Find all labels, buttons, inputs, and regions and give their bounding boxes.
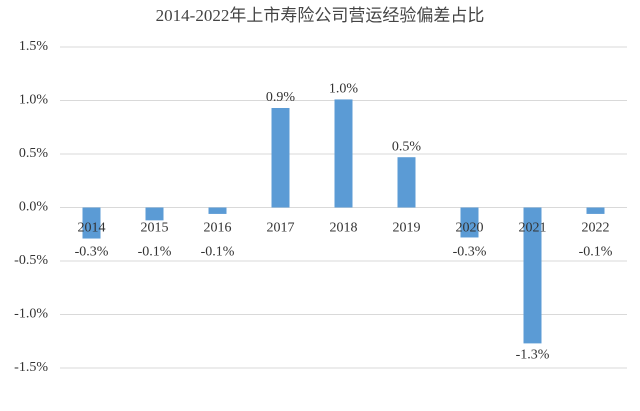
- value-label: -0.3%: [453, 245, 487, 260]
- y-tick-label: 1.0%: [19, 93, 49, 108]
- x-tick-label: 2020: [456, 221, 484, 236]
- value-label: 0.5%: [392, 139, 422, 154]
- x-tick-label: 2019: [393, 221, 421, 236]
- value-label: 1.0%: [329, 82, 359, 97]
- bar: [397, 157, 416, 208]
- bar: [145, 207, 164, 221]
- value-label: -0.1%: [201, 245, 235, 260]
- bar: [271, 107, 290, 208]
- bar: [82, 207, 101, 239]
- bar: [334, 99, 353, 208]
- value-label: 0.9%: [266, 90, 296, 105]
- bar: [523, 207, 542, 344]
- bar: [460, 207, 479, 238]
- x-tick-label: 2015: [141, 221, 169, 236]
- y-tick-label: 1.5%: [19, 39, 49, 54]
- x-tick-label: 2021: [519, 221, 547, 236]
- bar: [208, 207, 227, 214]
- bar: [586, 207, 605, 214]
- y-tick-label: -0.5%: [14, 253, 48, 268]
- value-label: -0.1%: [579, 245, 613, 260]
- y-tick-label: -1.5%: [14, 360, 48, 375]
- x-tick-label: 2016: [204, 221, 232, 236]
- y-tick-label: -1.0%: [14, 307, 48, 322]
- x-tick-label: 2017: [267, 221, 295, 236]
- y-tick-label: 0.0%: [19, 200, 49, 215]
- chart-title: 2014-2022年上市寿险公司营运经验偏差占比: [156, 6, 485, 25]
- value-label: -0.3%: [75, 245, 109, 260]
- value-label: -0.1%: [138, 245, 172, 260]
- x-tick-label: 2022: [582, 221, 610, 236]
- x-tick-label: 2014: [78, 221, 106, 236]
- x-tick-label: 2018: [330, 221, 358, 236]
- y-tick-label: 0.5%: [19, 146, 49, 161]
- value-label: -1.3%: [516, 348, 550, 363]
